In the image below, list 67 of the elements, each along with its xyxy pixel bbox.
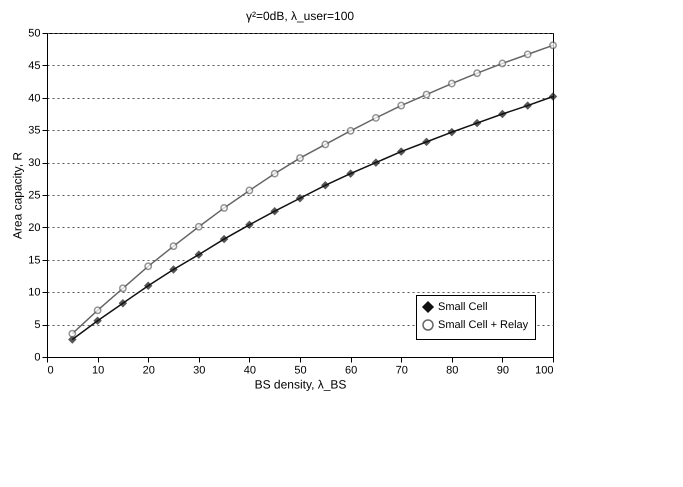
point bbox=[144, 282, 152, 290]
point bbox=[498, 110, 506, 118]
point bbox=[296, 194, 304, 202]
y-axis-title: Area capacity, R bbox=[10, 152, 24, 240]
x-tick-label: 10 bbox=[92, 364, 104, 376]
y-tick-label: 10 bbox=[28, 286, 40, 299]
y-tick-label: 5 bbox=[34, 319, 40, 332]
y-tick-label: 35 bbox=[28, 124, 40, 137]
point bbox=[524, 50, 532, 58]
y-tick-label: 15 bbox=[28, 254, 40, 266]
point bbox=[245, 186, 254, 194]
point bbox=[372, 158, 380, 167]
x-tick-label: 0 bbox=[48, 364, 54, 376]
point bbox=[170, 266, 178, 274]
point bbox=[524, 102, 532, 110]
point bbox=[372, 114, 380, 122]
point bbox=[118, 299, 127, 308]
point bbox=[473, 119, 482, 127]
x-axis-title: BS density, λ_BS bbox=[254, 378, 346, 392]
x-tick-label: 100 bbox=[535, 364, 554, 376]
point bbox=[321, 181, 330, 190]
point bbox=[170, 242, 178, 250]
point bbox=[549, 41, 557, 50]
point bbox=[68, 336, 76, 344]
point bbox=[448, 80, 456, 88]
point bbox=[270, 170, 279, 178]
point bbox=[270, 207, 279, 216]
y-tick-label: 50 bbox=[28, 28, 40, 40]
y-tick-label: 45 bbox=[28, 60, 40, 72]
x-tick-label: 80 bbox=[446, 364, 458, 376]
x-tick-label: 30 bbox=[193, 364, 206, 376]
point bbox=[346, 126, 355, 135]
point bbox=[94, 306, 102, 314]
point bbox=[194, 250, 203, 259]
x-tick-label: 20 bbox=[142, 364, 155, 376]
y-tick-label: 40 bbox=[28, 92, 40, 104]
x-tick-label: 50 bbox=[294, 364, 307, 376]
point bbox=[321, 140, 330, 148]
point bbox=[144, 262, 152, 270]
y-tick-label: 0 bbox=[34, 352, 40, 364]
legend-label: Small Cell bbox=[438, 301, 488, 313]
point bbox=[220, 235, 228, 243]
point bbox=[94, 316, 102, 325]
point bbox=[220, 204, 228, 212]
point bbox=[422, 90, 430, 98]
point bbox=[296, 154, 304, 162]
point bbox=[422, 138, 430, 146]
point bbox=[194, 222, 203, 231]
point bbox=[397, 148, 406, 156]
y-tick-label: 20 bbox=[28, 222, 40, 234]
y-tick-label: 25 bbox=[28, 190, 40, 202]
x-tick-label: 60 bbox=[344, 364, 358, 376]
x-tick-label: 90 bbox=[496, 364, 510, 376]
point bbox=[68, 330, 76, 338]
x-tick-label: 70 bbox=[396, 364, 408, 376]
y-tick-label: 30 bbox=[28, 157, 40, 170]
x-tick-label: 40 bbox=[244, 364, 256, 376]
point bbox=[498, 60, 506, 68]
point bbox=[245, 220, 254, 229]
point bbox=[118, 284, 127, 292]
point bbox=[473, 69, 482, 78]
legend-label: Small Cell + Relay bbox=[438, 319, 529, 331]
point bbox=[397, 102, 406, 110]
point bbox=[346, 170, 355, 178]
point bbox=[549, 92, 557, 100]
chart-title: γ²=0dB, λ_user=100 bbox=[246, 9, 354, 23]
point bbox=[448, 128, 456, 136]
